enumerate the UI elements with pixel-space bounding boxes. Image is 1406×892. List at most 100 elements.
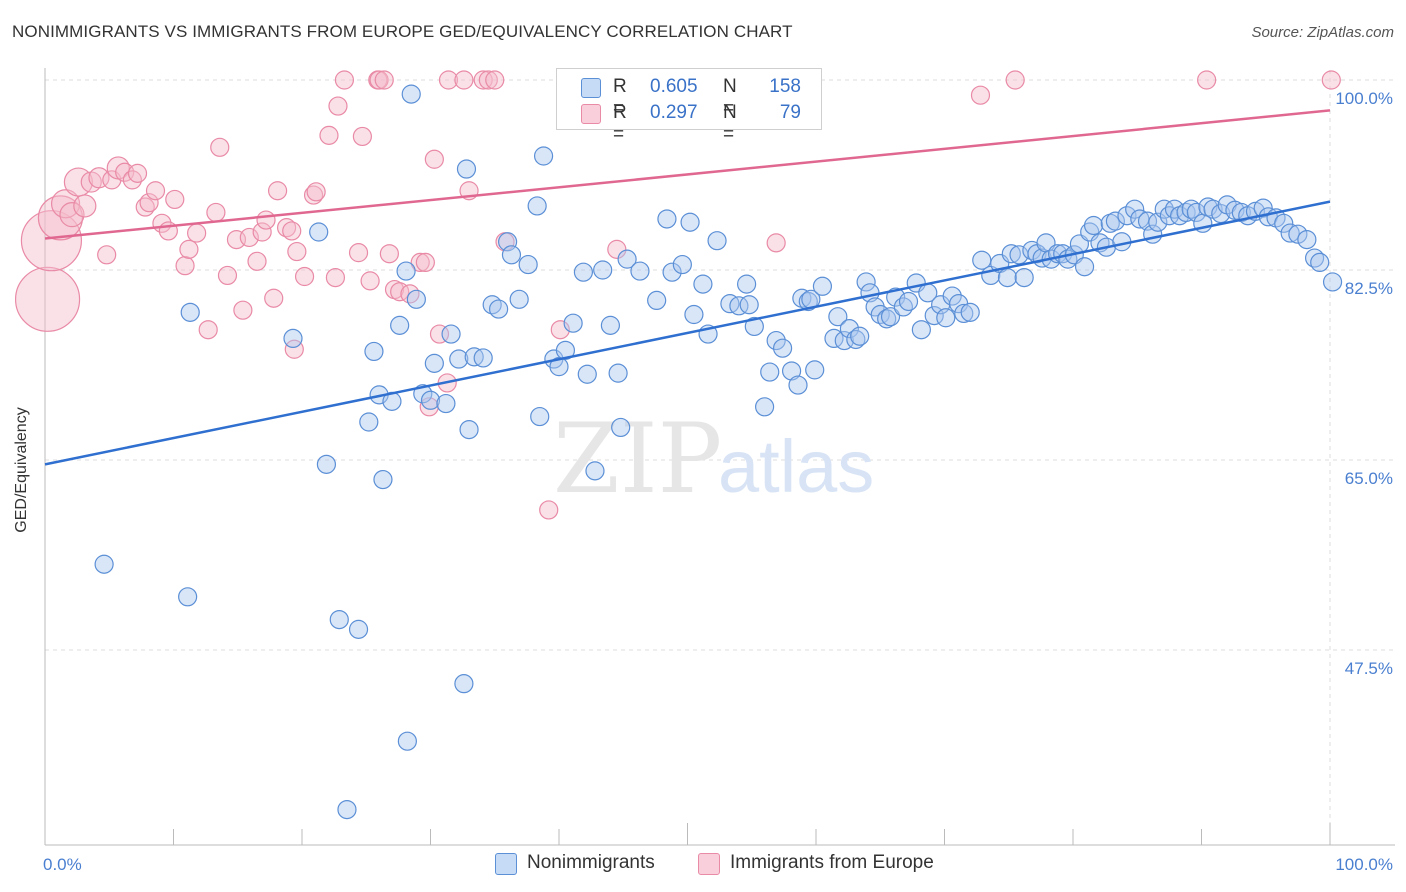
blue-data-point (744, 316, 764, 337)
blue-data-point (805, 360, 825, 380)
blue-data-point (585, 461, 605, 481)
blue-data-point (1001, 244, 1021, 264)
blue-data-point (839, 319, 860, 339)
blue-data-point (509, 289, 529, 309)
pink-data-point (63, 167, 94, 197)
pink-data-point (165, 189, 185, 210)
blue-data-point (459, 420, 479, 440)
blue-data-point (1274, 213, 1294, 233)
bottom-legend-swatch-pink (698, 853, 720, 875)
blue-data-point (898, 291, 919, 312)
blue-data-point (893, 297, 913, 317)
blue-data-point (886, 287, 906, 307)
pink-data-point (210, 137, 230, 157)
blue-data-point (850, 326, 870, 346)
pink-data-point (478, 70, 498, 90)
pink-data-point (252, 222, 272, 242)
pink-data-point (122, 170, 142, 190)
tick-labels: 100.0% 82.5% 65.0% 47.5% 0.0% 100.0% (43, 89, 1393, 874)
pink-data-point (233, 300, 253, 320)
blue-data-point (1176, 202, 1196, 223)
legend-r-value: 0.297 (650, 102, 698, 123)
blue-data-point (178, 587, 198, 607)
pink-data-point (267, 181, 288, 201)
blue-data-point (373, 469, 393, 490)
blue-data-point (456, 159, 477, 179)
pink-data-point (1321, 70, 1341, 90)
blue-data-point (936, 308, 956, 328)
blue-data-point (390, 315, 410, 335)
legend-n-label: N = (723, 76, 737, 119)
blue-data-point (828, 307, 848, 327)
blue-data-point (693, 274, 713, 294)
pink-data-point (369, 70, 389, 90)
blue-data-point (788, 375, 808, 395)
pink-data-point (59, 202, 85, 228)
stats-legend: R = 0.605 N = 158 R = 0.297 N = 79 (556, 68, 822, 145)
blue-data-point (337, 799, 357, 820)
blue-data-point (283, 328, 303, 348)
pink-data-point (319, 125, 339, 145)
blue-data-point (180, 302, 200, 322)
pink-data-point (454, 70, 474, 90)
bottom-legend-label: Nonimmigrants (527, 852, 655, 873)
legend-r-value: 0.605 (650, 76, 698, 97)
blue-data-point (1105, 211, 1126, 231)
chart-title: NONIMMIGRANTS VS IMMIGRANTS FROM EUROPE … (12, 22, 793, 41)
pink-data-point (187, 223, 207, 243)
pink-data-point (206, 202, 226, 223)
pink-data-point (485, 70, 505, 90)
blue-data-point (533, 146, 554, 166)
blue-data-point (563, 313, 583, 333)
pink-data-point (179, 239, 199, 259)
blue-data-point (436, 393, 456, 414)
blue-data-point (600, 315, 621, 335)
immigrants-trend-line (44, 109, 1331, 240)
nonimmigrants-trend-line (44, 200, 1331, 466)
pink-data-point (424, 149, 444, 169)
blue-data-point (1164, 199, 1185, 219)
blue-data-point (630, 261, 650, 281)
blue-data-point (611, 417, 631, 438)
pink-data-point (438, 70, 459, 90)
blue-data-point (754, 397, 775, 417)
blue-data-point (501, 245, 522, 265)
blue-data-point (760, 362, 780, 382)
blue-data-point (647, 290, 667, 310)
pink-data-point (175, 256, 195, 276)
pink-data-point (303, 185, 324, 205)
y-tick-label: 100.0% (1335, 89, 1393, 108)
pink-data-point (239, 227, 259, 248)
blue-data-point (316, 454, 337, 474)
axes (44, 68, 1395, 846)
blue-data-point (856, 272, 876, 292)
pink-data-point (264, 288, 284, 308)
pink-data-point (1005, 70, 1025, 90)
y-tick-label: 47.5% (1345, 659, 1393, 678)
blue-data-point (672, 254, 692, 275)
blue-data-point (397, 731, 417, 751)
blue-data-point (1322, 272, 1343, 292)
legend-n-label: N = (723, 102, 737, 145)
blue-data-point (396, 261, 416, 281)
bottom-legend-swatch-blue (495, 853, 517, 875)
pink-data-point (379, 244, 399, 264)
blue-data-point (924, 306, 944, 326)
trend-lines (44, 109, 1331, 466)
pink-data-point (88, 167, 110, 189)
legend-r-label: R = (613, 102, 627, 145)
pink-data-point (50, 189, 81, 219)
pink-data-point (139, 193, 159, 213)
legend-swatch-blue (581, 78, 601, 98)
blue-data-point (441, 324, 461, 344)
blue-data-point (1074, 257, 1095, 277)
watermark: ZIP atlas (553, 403, 874, 515)
blue-data-point (781, 361, 802, 381)
blue-data-point (1186, 202, 1206, 223)
blue-data-point (812, 276, 833, 296)
blue-data-point (1280, 223, 1300, 243)
pink-data-point (473, 70, 493, 90)
blue-data-point (94, 554, 114, 574)
blue-data-point (608, 363, 628, 383)
blue-data-point (729, 296, 749, 316)
